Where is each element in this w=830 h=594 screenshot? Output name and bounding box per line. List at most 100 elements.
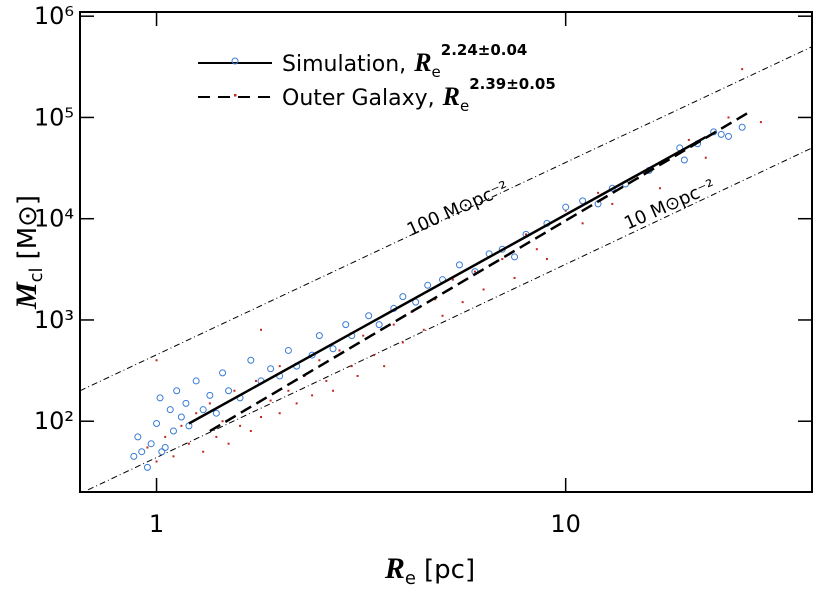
data-point <box>401 341 404 344</box>
data-point <box>278 365 281 368</box>
data-point <box>687 138 690 141</box>
data-point <box>350 365 353 368</box>
data-point <box>338 349 341 352</box>
data-point <box>315 332 323 340</box>
data-point <box>680 156 688 164</box>
data-point <box>741 68 744 71</box>
x-tick-label: 1 <box>149 510 164 538</box>
reference-line <box>80 46 812 392</box>
data-point <box>535 248 538 251</box>
data-point <box>269 399 272 402</box>
data-point <box>597 191 600 194</box>
data-point <box>318 359 321 362</box>
data-point <box>356 374 359 377</box>
data-point <box>233 389 236 392</box>
data-point <box>192 377 200 385</box>
data-point <box>239 424 242 427</box>
data-point <box>249 430 252 433</box>
y-tick-label: 10³ <box>34 306 74 334</box>
data-point <box>727 116 730 119</box>
data-point <box>365 312 373 320</box>
data-point <box>267 365 275 373</box>
data-point <box>717 130 725 138</box>
data-point <box>221 420 224 423</box>
data-point <box>185 422 193 430</box>
data-point <box>177 413 185 421</box>
data-point <box>146 446 149 449</box>
fit-line <box>209 111 750 433</box>
data-point <box>325 379 328 382</box>
data-point <box>208 402 211 405</box>
data-point <box>166 406 174 414</box>
data-point <box>130 452 138 460</box>
data-point <box>173 387 181 395</box>
data-point <box>147 440 155 448</box>
data-point <box>611 202 614 205</box>
legend-label: Simulation, Re2.24±0.04 <box>282 41 527 81</box>
data-point <box>187 442 190 445</box>
data-point <box>501 258 504 261</box>
data-point <box>225 387 233 395</box>
fit-line <box>188 135 707 425</box>
data-point <box>158 448 166 456</box>
data-point <box>434 298 437 301</box>
reference-line <box>87 147 812 491</box>
data-point <box>392 323 395 326</box>
data-point <box>579 197 587 205</box>
y-tick-label: 10⁶ <box>34 2 74 30</box>
data-point <box>202 450 205 453</box>
data-point <box>143 463 151 471</box>
data-point <box>199 406 207 414</box>
data-point <box>259 416 262 419</box>
data-point <box>308 351 316 359</box>
reference-label: 100 M⊙pc⁻² <box>404 177 512 240</box>
data-point <box>182 399 190 407</box>
data-point <box>375 321 383 329</box>
data-point <box>219 369 227 377</box>
y-tick-label: 10² <box>34 407 74 435</box>
data-point <box>422 328 425 331</box>
data-point <box>153 419 161 427</box>
data-point <box>441 314 444 317</box>
data-point <box>332 389 335 392</box>
data-point <box>287 389 290 392</box>
data-point <box>295 402 298 405</box>
plot-frame <box>79 11 813 493</box>
data-point <box>513 276 516 279</box>
data-point <box>562 203 570 211</box>
legend-subscript: e <box>432 63 441 81</box>
data-point <box>658 187 661 190</box>
y-tick-label: 10⁵ <box>34 103 74 131</box>
data-point <box>180 424 183 427</box>
data-point <box>206 391 214 399</box>
data-point <box>311 394 314 397</box>
data-point <box>138 448 146 456</box>
legend-exponent: 2.24±0.04 <box>441 41 528 59</box>
legend-subscript: e <box>460 97 469 115</box>
data-point <box>164 435 167 438</box>
data-point <box>564 209 567 212</box>
data-point <box>247 356 255 364</box>
legend-exponent: 2.39±0.05 <box>469 75 556 93</box>
data-point <box>212 409 220 417</box>
data-point <box>724 132 732 140</box>
data-point <box>424 281 432 289</box>
data-point <box>511 253 519 261</box>
legend-symbol: R <box>442 82 460 111</box>
x-axis-label: Re [pc] <box>384 552 475 589</box>
data-point <box>455 261 463 269</box>
legend-symbol: R <box>413 48 431 77</box>
y-tick-label: 10⁴ <box>34 205 74 233</box>
legend-name: Outer Galaxy, <box>282 86 435 111</box>
data-point <box>278 412 281 415</box>
data-point <box>451 278 454 281</box>
data-point <box>155 460 158 463</box>
data-point <box>461 301 464 304</box>
data-point <box>545 258 548 261</box>
data-point <box>156 394 164 402</box>
data-point <box>342 321 350 329</box>
legend-label: Outer Galaxy, Re2.39±0.05 <box>282 75 556 115</box>
data-point <box>284 346 292 354</box>
reference-label: 10 M⊙pc⁻² <box>621 176 718 235</box>
